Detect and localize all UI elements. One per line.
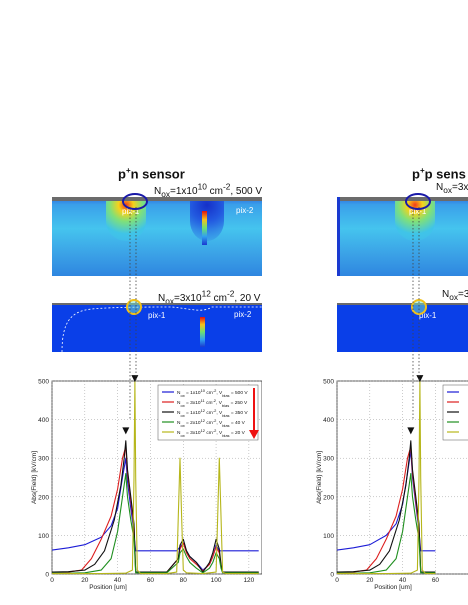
pix1-label: pix-1 [148, 311, 166, 320]
series-line [51, 457, 259, 571]
series-line [52, 380, 259, 575]
legend-label: Nox = 1x1012 cm-2, Vbias = 350 V [177, 407, 248, 417]
x-tick-label: 60 [432, 577, 440, 584]
top-annotation-right: Nox=3x [436, 182, 468, 195]
electrode-strip [337, 197, 468, 201]
mid-annotation-right: Nox=3 [442, 289, 468, 302]
top-annotation-text: Nox=3x [436, 182, 468, 195]
highlight-oval [122, 193, 148, 210]
mid-annotation-text: Nox=3 [442, 289, 468, 302]
highlight-circle [411, 299, 427, 315]
y-tick-label: 500 [323, 379, 334, 386]
x-tick-label: 100 [211, 577, 222, 584]
peak-marker-triangle [131, 375, 139, 383]
x-tick-label: 60 [147, 577, 155, 584]
electrode-strip [337, 303, 468, 305]
field-profile-chart-left: 0 100 200 300 400 500 0 20 40 60 80 100 120 Position … [31, 375, 262, 591]
legend-label: Nox = 3x1012 cm-2, Vbias = 20 V [177, 427, 246, 437]
top-annotation-left: Nox=1x1010 cm-2, 500 V [154, 182, 262, 199]
pix2-label: pix-2 [236, 206, 254, 215]
y-tick-label: 100 [38, 533, 49, 540]
field-simulation-high-oxide: pix-1 pix-2 [52, 303, 262, 352]
x-tick-label: 80 [180, 577, 188, 584]
y-tick-label: 400 [38, 417, 49, 424]
series-line [337, 473, 436, 574]
peak-marker-triangle [407, 427, 415, 435]
panel-title-right: p+p sens [412, 166, 466, 182]
field-profile-chart-right: 0 100 200 300 400 500 0 20 40 60 Position [um] Abs(… [316, 375, 468, 591]
y-tick-label: 300 [323, 456, 334, 463]
edge-region [337, 197, 340, 276]
y-axis-label: Abs(Field) [kV/cm] [316, 451, 323, 504]
x-tick-label: 40 [114, 577, 122, 584]
legend-label: Nox = 1x1010 cm-2, Vbias = 500 V [177, 387, 248, 397]
pix1-label: pix-1 [409, 207, 427, 216]
x-tick-label: 0 [335, 577, 339, 584]
x-tick-label: 20 [81, 577, 89, 584]
y-tick-label: 0 [330, 572, 334, 579]
x-tick-label: 20 [366, 577, 374, 584]
mid-annotation-text: Nox=3x1012 cm-2, 20 V [158, 289, 261, 307]
y-tick-label: 200 [323, 494, 334, 501]
y-tick-label: 300 [38, 456, 49, 463]
field-simulation-low-oxide: pix-1 pix-2 [52, 197, 262, 276]
x-tick-label: 120 [243, 577, 254, 584]
y-axis-label: Abs(Field) [kV/cm] [31, 451, 38, 504]
highlight-oval [405, 193, 431, 210]
y-tick-label: 100 [323, 533, 334, 540]
pix1-label: pix-1 [419, 311, 437, 320]
color-scale-bar [202, 211, 207, 245]
field-gap-region [190, 201, 224, 241]
y-tick-label: 400 [323, 417, 334, 424]
peak-marker-triangle [122, 427, 130, 435]
electrode-strip [52, 303, 262, 305]
legend-label: Nox = 3x1011 cm-2, Vbias = 250 V [177, 397, 248, 407]
trend-arrow-head [249, 430, 259, 439]
depletion-boundary [61, 306, 262, 352]
field-simulation-low-oxide: pix-1 [337, 197, 468, 276]
legend-box [157, 384, 259, 441]
series-line [337, 380, 436, 575]
y-tick-label: 200 [38, 494, 49, 501]
pix2-label: pix-2 [234, 310, 252, 319]
color-scale-bar [200, 317, 205, 347]
field-simulation-high-oxide: pix-1 [337, 303, 468, 352]
x-axis-label: Position [um] [89, 584, 127, 591]
y-tick-label: 500 [38, 379, 49, 386]
legend-label: Nox = 2x1012 cm-2, Vbias = 40 V [177, 417, 246, 427]
mid-annotation-left: Nox=3x1012 cm-2, 20 V [158, 289, 260, 306]
electrode-strip [52, 197, 262, 201]
top-annotation-text: Nox=1x1010 cm-2, 500 V [154, 182, 263, 200]
panel-title-left: p+n sensor [118, 166, 185, 182]
series-line [52, 473, 259, 574]
pix1-label: pix-1 [122, 207, 140, 216]
x-axis-label: Position [um] [374, 584, 412, 591]
peak-marker-triangle [416, 375, 424, 383]
x-tick-label: 0 [50, 577, 54, 584]
highlight-circle [126, 299, 142, 315]
y-tick-label: 0 [45, 572, 49, 579]
x-tick-label: 40 [399, 577, 407, 584]
